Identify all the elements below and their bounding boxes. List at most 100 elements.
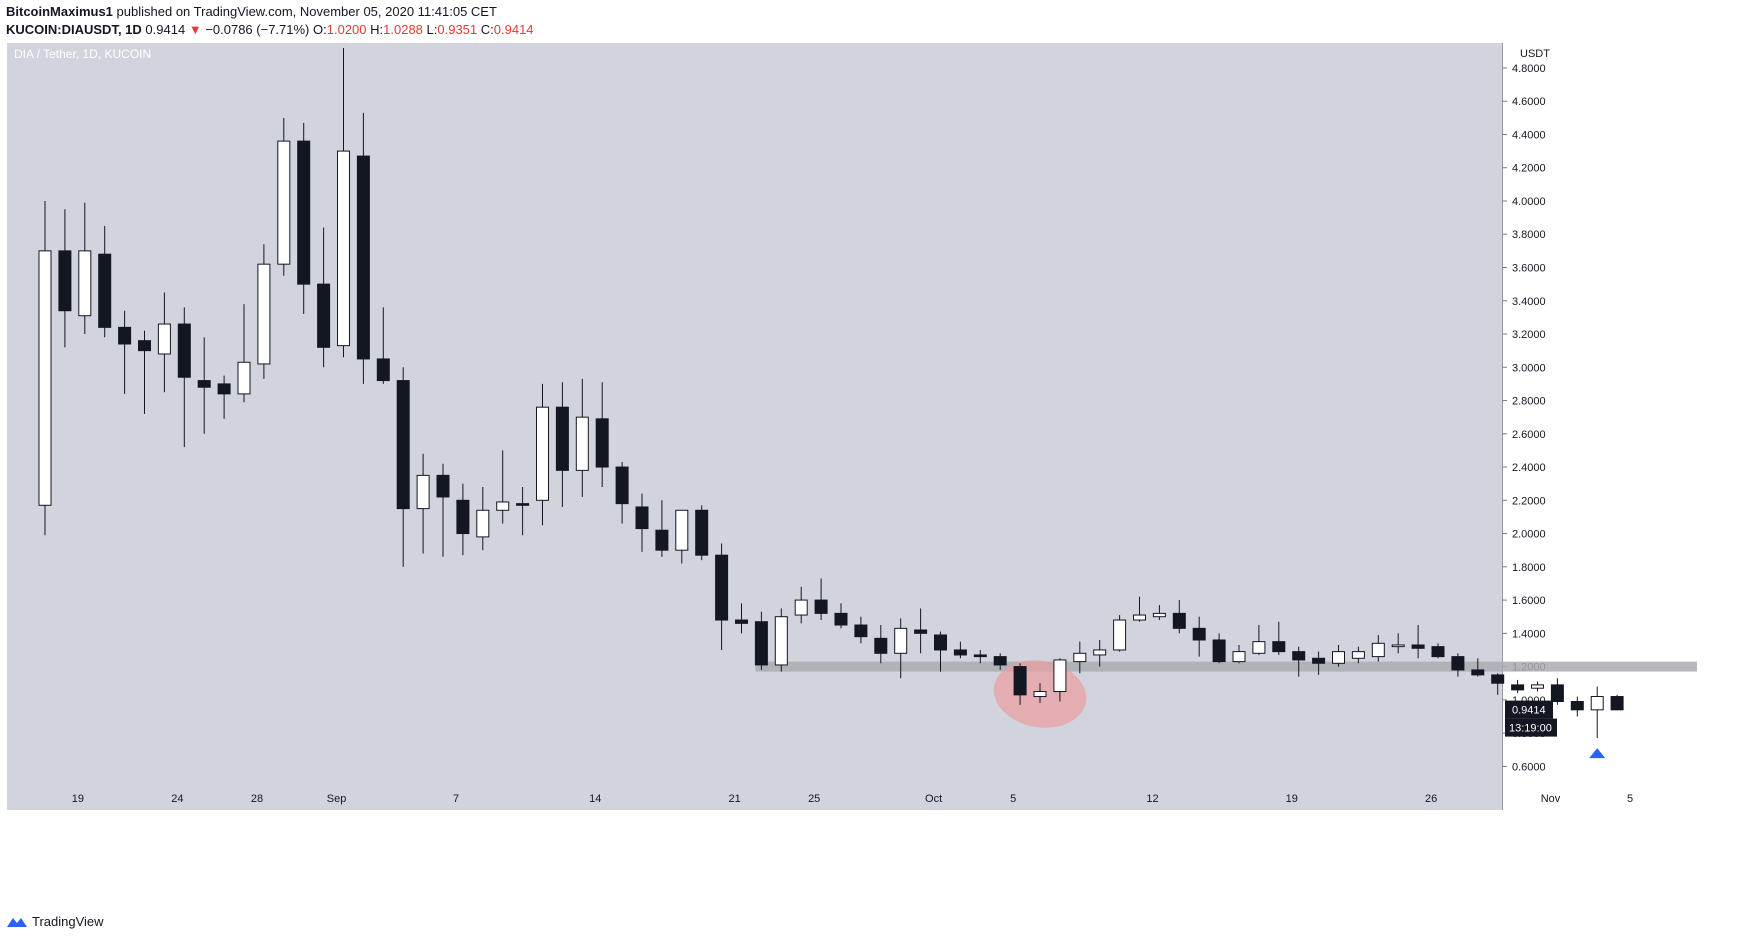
bear-candle[interactable] xyxy=(953,649,967,656)
bear-candle[interactable] xyxy=(754,621,768,666)
bear-candle[interactable] xyxy=(138,340,151,352)
plot-area[interactable] xyxy=(7,43,1502,810)
author-name[interactable]: BitcoinMaximus1 xyxy=(6,4,113,19)
bull-candle[interactable] xyxy=(38,250,52,506)
bull-candle[interactable] xyxy=(1371,642,1385,658)
bear-candle[interactable] xyxy=(814,599,828,614)
bull-candle[interactable] xyxy=(1093,649,1107,656)
bull-candle[interactable] xyxy=(894,627,908,654)
y-tick-label: 4.0000 xyxy=(1512,196,1546,208)
bull-candle[interactable] xyxy=(1113,619,1127,651)
bear-candle[interactable] xyxy=(217,383,231,395)
bear-candle[interactable] xyxy=(197,380,211,388)
bear-candle[interactable] xyxy=(1292,651,1306,661)
bear-candle[interactable] xyxy=(735,619,748,624)
bear-candle[interactable] xyxy=(1192,627,1206,641)
bear-candle[interactable] xyxy=(1431,646,1445,658)
bull-candle[interactable] xyxy=(1332,651,1345,664)
y-tick-label: 1.8000 xyxy=(1512,562,1546,574)
low-label: L: xyxy=(426,22,438,37)
bull-candle[interactable] xyxy=(257,263,271,365)
bear-candle[interactable] xyxy=(1471,669,1485,676)
y-tick-label: 3.4000 xyxy=(1512,296,1546,308)
bull-candle[interactable] xyxy=(774,616,788,666)
bear-candle[interactable] xyxy=(695,509,709,556)
high-label: H: xyxy=(370,22,384,37)
bull-candle[interactable] xyxy=(157,323,171,355)
bull-candle[interactable] xyxy=(416,474,430,510)
bull-candle[interactable] xyxy=(1531,684,1544,689)
bear-candle[interactable] xyxy=(615,466,629,505)
bull-candle[interactable] xyxy=(1073,652,1087,663)
bear-candle[interactable] xyxy=(516,503,530,506)
bull-candle[interactable] xyxy=(337,150,350,347)
bear-candle[interactable] xyxy=(914,629,928,634)
bear-candle[interactable] xyxy=(1272,641,1286,653)
bull-candle[interactable] xyxy=(1351,651,1365,659)
bear-candle[interactable] xyxy=(874,637,888,654)
bull-candle[interactable] xyxy=(1590,696,1604,711)
bear-candle[interactable] xyxy=(1172,612,1186,629)
bear-candle[interactable] xyxy=(1312,657,1326,664)
bear-candle[interactable] xyxy=(58,250,72,312)
bull-candle[interactable] xyxy=(1232,651,1246,663)
x-tick-label: 26 xyxy=(1425,793,1437,805)
bear-candle[interactable] xyxy=(297,140,311,285)
bear-candle[interactable] xyxy=(396,380,410,510)
footer-brand[interactable]: TradingView xyxy=(32,914,104,929)
y-tick-label: 2.6000 xyxy=(1512,429,1546,441)
bear-candle[interactable] xyxy=(655,529,669,551)
bull-candle[interactable] xyxy=(575,416,589,471)
bear-candle[interactable] xyxy=(456,499,470,535)
y-tick-label: 1.4000 xyxy=(1512,628,1546,640)
y-tick-label: 3.6000 xyxy=(1512,262,1546,274)
bull-candle[interactable] xyxy=(237,361,251,395)
bear-candle[interactable] xyxy=(973,654,987,658)
y-tick-label: 3.8000 xyxy=(1512,229,1546,241)
bull-candle[interactable] xyxy=(675,509,689,551)
bear-candle[interactable] xyxy=(635,506,649,530)
bull-candle[interactable] xyxy=(1152,612,1166,618)
publish-info: BitcoinMaximus1 published on TradingView… xyxy=(6,4,497,19)
bear-candle[interactable] xyxy=(98,253,112,328)
bear-candle[interactable] xyxy=(993,656,1007,666)
bull-candle[interactable] xyxy=(496,501,510,511)
bull-candle[interactable] xyxy=(536,406,549,501)
bear-candle[interactable] xyxy=(436,474,450,498)
bear-candle[interactable] xyxy=(934,634,947,651)
bear-candle[interactable] xyxy=(118,326,132,345)
bear-candle[interactable] xyxy=(1570,701,1584,711)
bear-candle[interactable] xyxy=(1491,674,1505,684)
bear-candle[interactable] xyxy=(1550,684,1564,703)
bear-candle[interactable] xyxy=(834,612,848,626)
bear-candle[interactable] xyxy=(1212,639,1226,663)
bull-candle[interactable] xyxy=(794,599,808,616)
bull-candle[interactable] xyxy=(1391,644,1405,648)
bear-candle[interactable] xyxy=(1013,666,1027,696)
x-tick-label: 7 xyxy=(453,793,459,805)
bear-candle[interactable] xyxy=(595,418,609,468)
bear-candle[interactable] xyxy=(715,554,729,621)
bull-candle[interactable] xyxy=(1252,641,1266,654)
bear-candle[interactable] xyxy=(177,323,191,378)
bull-candle[interactable] xyxy=(1053,659,1067,693)
y-tick-label: 4.2000 xyxy=(1512,163,1546,175)
bear-candle[interactable] xyxy=(1610,696,1624,711)
bull-candle[interactable] xyxy=(78,250,92,317)
bear-candle[interactable] xyxy=(854,624,868,638)
y-tick-label: 4.8000 xyxy=(1512,63,1546,75)
bear-candle[interactable] xyxy=(1411,644,1425,649)
bear-candle[interactable] xyxy=(317,283,331,348)
bear-candle[interactable] xyxy=(376,358,390,382)
y-tick-label: 2.2000 xyxy=(1512,495,1546,507)
bull-candle[interactable] xyxy=(1133,614,1146,621)
bear-candle[interactable] xyxy=(1511,684,1525,691)
bull-candle[interactable] xyxy=(476,509,490,538)
bull-candle[interactable] xyxy=(277,140,291,265)
bear-candle[interactable] xyxy=(555,406,569,471)
bear-candle[interactable] xyxy=(1451,656,1465,671)
support-zone xyxy=(755,661,1697,672)
bear-candle[interactable] xyxy=(356,155,370,360)
bull-candle[interactable] xyxy=(1033,691,1047,698)
